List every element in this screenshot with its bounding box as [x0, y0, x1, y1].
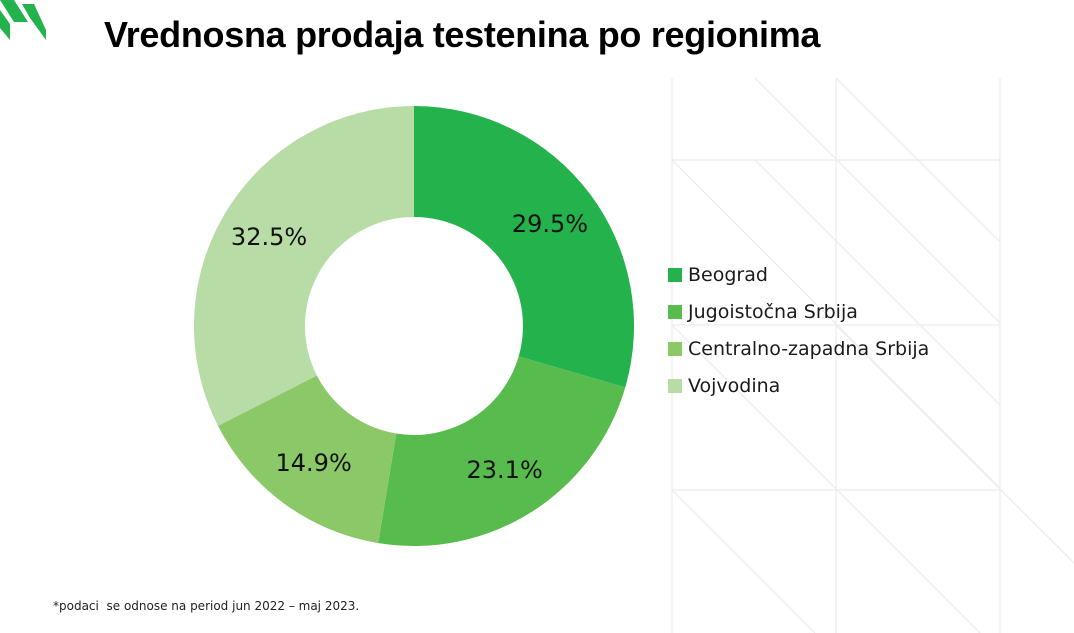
legend-swatch	[668, 341, 682, 356]
donut-slice-beograd	[414, 106, 634, 388]
logo-stripe-3	[0, 10, 10, 40]
chart-legend: Beograd Jugoistočna Srbija Centralno-zap…	[668, 256, 929, 404]
legend-swatch	[668, 267, 682, 282]
legend-label: Centralno-zapadna Srbija	[688, 337, 930, 360]
logo-stripe-2	[22, 4, 46, 40]
legend-label: Vojvodina	[688, 374, 781, 397]
legend-item-vojvodina: Vojvodina	[668, 367, 929, 404]
legend-item-beograd: Beograd	[668, 256, 929, 293]
brand-logo	[0, 0, 46, 40]
footnote: *podaci se odnose na period jun 2022 – m…	[53, 599, 360, 613]
data-label-beograd: 29.5%	[512, 210, 588, 238]
donut-value-labels: 29.5% 23.1% 14.9% 32.5%	[231, 210, 588, 484]
legend-item-centralno-zapadna-srbija: Centralno-zapadna Srbija	[668, 330, 929, 367]
donut-slice-jugoistocna-srbija	[378, 356, 626, 547]
legend-swatch	[668, 304, 682, 319]
legend-label: Jugoistočna Srbija	[688, 300, 858, 323]
donut-slice-centralno-zapadna-srbija	[217, 375, 397, 544]
legend-swatch	[668, 378, 682, 393]
data-label-vojvodina: 32.5%	[231, 223, 307, 251]
donut-slices	[194, 106, 634, 547]
chart-title: Vrednosna prodaja testenina po regionima	[104, 14, 821, 55]
legend-item-jugoistocna-srbija: Jugoistočna Srbija	[668, 293, 929, 330]
donut-slice-vojvodina	[194, 106, 414, 426]
logo-stripe-1	[0, 0, 28, 22]
data-label-centralno-zapadna-srbija: 14.9%	[276, 449, 352, 477]
data-label-jugoistocna-srbija: 23.1%	[467, 456, 543, 484]
legend-label: Beograd	[688, 263, 768, 286]
